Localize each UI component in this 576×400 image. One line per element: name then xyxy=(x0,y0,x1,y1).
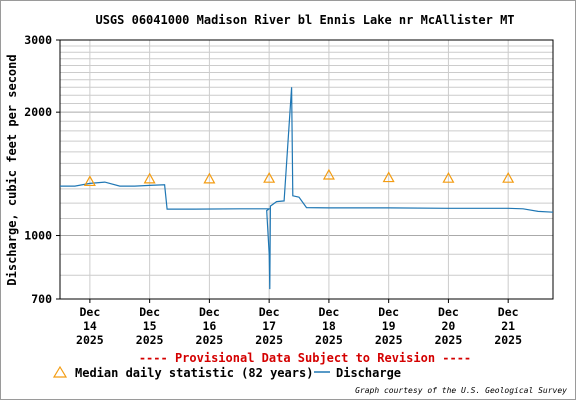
x-tick-label: 15 xyxy=(143,319,157,333)
x-tick-label: 17 xyxy=(262,319,276,333)
median-point xyxy=(502,171,515,183)
y-tick-label: 700 xyxy=(31,292,52,306)
x-tick-label: 2025 xyxy=(136,333,164,347)
y-tick-label: 2000 xyxy=(24,105,52,119)
x-tick-label: 19 xyxy=(382,319,396,333)
y-tick-label: 1000 xyxy=(24,229,52,243)
x-tick-label: Dec xyxy=(378,305,399,319)
median-point xyxy=(263,171,276,183)
discharge-line xyxy=(60,87,554,290)
series-layer xyxy=(60,87,554,290)
x-tick-label: 18 xyxy=(322,319,336,333)
y-axis-label: Discharge, cubic feet per second xyxy=(5,54,19,285)
x-tick-label: 2025 xyxy=(375,333,403,347)
x-axis-ticks: Dec142025Dec152025Dec162025Dec172025Dec1… xyxy=(76,299,522,347)
x-tick-label: Dec xyxy=(79,305,100,319)
x-tick-label: 2025 xyxy=(494,333,522,347)
median-point xyxy=(83,175,96,187)
x-tick-label: Dec xyxy=(139,305,160,319)
credit-text: Graph courtesy of the U.S. Geological Su… xyxy=(355,386,567,395)
x-tick-label: 16 xyxy=(202,319,216,333)
x-tick-label: 14 xyxy=(83,319,97,333)
legend: Median daily statistic (82 years) Discha… xyxy=(52,365,401,380)
x-tick-label: 2025 xyxy=(255,333,283,347)
x-tick-label: 20 xyxy=(441,319,455,333)
x-tick-label: Dec xyxy=(438,305,459,319)
provisional-notice: ---- Provisional Data Subject to Revisio… xyxy=(139,351,471,365)
x-tick-label: 2025 xyxy=(435,333,463,347)
grid-lines xyxy=(60,40,553,299)
x-tick-label: 2025 xyxy=(76,333,104,347)
legend-discharge-label: Discharge xyxy=(336,366,401,380)
plot-area-border xyxy=(59,39,554,300)
median-legend-triangle-icon xyxy=(52,365,68,378)
y-axis-ticks: 3000 2000 1000 700 xyxy=(24,33,60,306)
x-tick-label: 2025 xyxy=(315,333,343,347)
median-point xyxy=(442,171,455,183)
median-point xyxy=(382,171,395,183)
median-point xyxy=(143,172,156,184)
x-tick-label: 2025 xyxy=(196,333,224,347)
legend-median-label: Median daily statistic (82 years) xyxy=(75,366,313,380)
median-point xyxy=(203,172,216,184)
median-point xyxy=(322,168,335,180)
chart-title: USGS 06041000 Madison River bl Ennis Lak… xyxy=(95,13,514,27)
x-tick-label: Dec xyxy=(498,305,519,319)
x-tick-label: Dec xyxy=(259,305,280,319)
x-tick-label: 21 xyxy=(501,319,515,333)
x-tick-label: Dec xyxy=(199,305,220,319)
y-tick-label: 3000 xyxy=(24,33,52,47)
x-tick-label: Dec xyxy=(319,305,340,319)
